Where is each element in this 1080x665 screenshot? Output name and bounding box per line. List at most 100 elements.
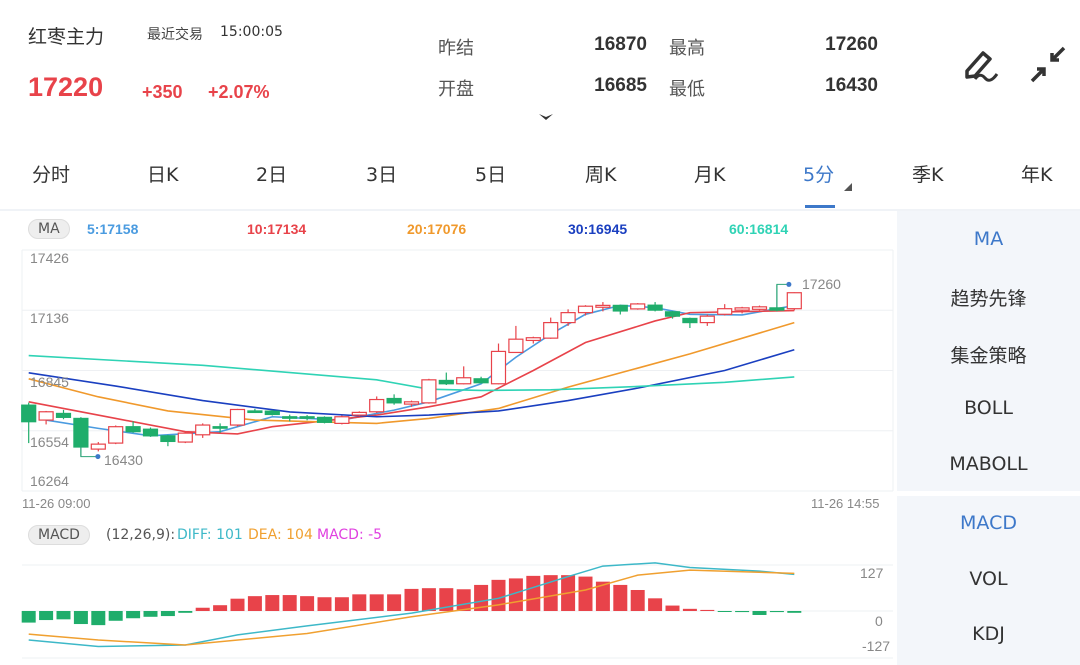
y-tick: 17136	[30, 310, 69, 326]
macd-bar	[665, 605, 680, 611]
candle-body	[751, 306, 768, 310]
period-tabs: 分时 日K 2日 3日 5日 周K 月K 5分 季K 年K	[0, 150, 1080, 208]
diff-value: DIFF: 101	[177, 527, 243, 543]
macd-bar	[474, 584, 489, 611]
collapse-icon[interactable]	[1028, 45, 1068, 85]
candle-body	[490, 350, 507, 385]
candle-body	[699, 315, 715, 324]
macd-y-tick: 0	[875, 613, 883, 629]
macd-y-tick: 127	[860, 565, 884, 581]
ma10-value: 10:17134	[247, 221, 307, 237]
macd-bar	[387, 594, 402, 611]
indicator-maboll[interactable]: MABOLL	[949, 453, 1028, 475]
macd-bar	[21, 611, 36, 623]
dropdown-triangle-icon[interactable]	[844, 183, 853, 192]
candle-body	[90, 443, 106, 450]
candle-body	[247, 410, 263, 414]
macd-bar	[648, 598, 663, 611]
candle-body	[595, 304, 611, 308]
tab-5day[interactable]: 5日	[475, 164, 507, 186]
tab-timeshare[interactable]: 分时	[32, 164, 71, 186]
ma60-value: 60:16814	[729, 221, 789, 237]
candle-body	[386, 397, 402, 404]
candle-body	[786, 292, 802, 310]
macd-bar	[735, 611, 750, 613]
y-tick: 16845	[30, 374, 69, 390]
macd-bar	[108, 611, 123, 621]
tab-monthly[interactable]: 月K	[694, 164, 726, 186]
candle-body	[508, 338, 524, 354]
tab-3day[interactable]: 3日	[366, 164, 398, 186]
candle-body	[421, 379, 437, 404]
candle-body	[125, 426, 141, 433]
dea-line	[28, 569, 795, 646]
low-marker-line	[80, 447, 98, 458]
x-start-label: 11-26 09:00	[22, 496, 91, 511]
candle-body	[21, 404, 37, 423]
ma30-value: 30:16945	[568, 221, 628, 237]
macd-params: (12,26,9):	[106, 527, 176, 543]
macd-bar	[595, 581, 610, 611]
macd-bar	[160, 611, 175, 617]
tab-2day[interactable]: 2日	[256, 164, 288, 186]
ma-indicator-button[interactable]: MA	[28, 219, 70, 239]
candle-body	[195, 424, 211, 436]
quote-value-prev-settle: 16870	[594, 34, 647, 55]
high-marker-label: 17260	[802, 276, 841, 292]
candle-body	[334, 416, 350, 424]
low-marker-label: 16430	[104, 452, 143, 468]
macd-indicator-button[interactable]: MACD	[28, 525, 90, 545]
candle-body	[160, 435, 176, 443]
draw-icon[interactable]	[963, 45, 1003, 85]
indicator-vol[interactable]: VOL	[969, 568, 1008, 590]
tab-5min[interactable]: 5分	[803, 164, 835, 186]
candle-body	[55, 412, 72, 418]
ma5-value: 5:17158	[87, 221, 139, 237]
tab-weekly[interactable]: 周K	[585, 164, 617, 186]
macd-bar	[369, 594, 384, 611]
indicator-strategy[interactable]: 集金策略	[950, 345, 1027, 367]
macd-bar	[91, 611, 106, 626]
candle-body	[630, 303, 646, 310]
macd-bar	[613, 584, 628, 611]
indicator-trend-pioneer[interactable]: 趋势先锋	[950, 288, 1027, 310]
macd-bar	[717, 611, 732, 612]
indicator-boll[interactable]: BOLL	[964, 397, 1013, 419]
macd-bar	[700, 609, 715, 611]
quote-value-open: 16685	[594, 75, 647, 96]
y-tick: 17426	[30, 250, 69, 266]
quote-label-prev-settle: 昨结	[438, 38, 474, 59]
macd-bar	[178, 611, 193, 613]
quote-label-low: 最低	[669, 79, 705, 100]
candle-body	[717, 308, 733, 315]
price-change: +350	[142, 82, 183, 102]
trade-time: 15:00:05	[220, 24, 283, 40]
macd-bar	[73, 611, 88, 625]
macd-bar	[404, 588, 419, 611]
macd-bar	[491, 579, 506, 611]
price-change-pct: +2.07%	[208, 82, 270, 102]
candle-body	[351, 411, 367, 416]
quote-value-high: 17260	[825, 34, 878, 55]
candle-body	[369, 398, 385, 413]
high-marker-dot	[786, 281, 792, 287]
candle-body	[282, 416, 298, 419]
indicator-macd[interactable]: MACD	[960, 512, 1017, 534]
indicator-ma[interactable]: MA	[973, 228, 1004, 250]
tab-daily[interactable]: 日K	[147, 164, 179, 186]
macd-bar	[352, 594, 367, 611]
tab-yearly[interactable]: 年K	[1021, 164, 1053, 186]
macd-bar	[543, 575, 558, 611]
candle-body	[108, 426, 124, 444]
indicator-kdj[interactable]: KDJ	[972, 623, 1005, 645]
macd-bar	[282, 595, 297, 611]
instrument-name: 红枣主力	[28, 26, 105, 48]
sub-indicator-panel: MACD VOL KDJ	[897, 496, 1080, 665]
chevron-down-icon[interactable]	[538, 112, 554, 122]
candle-body	[769, 307, 785, 311]
low-marker-dot	[95, 454, 101, 460]
tab-quarterly[interactable]: 季K	[912, 164, 944, 186]
candle-body	[525, 337, 541, 342]
macd-y-tick: -127	[862, 638, 891, 654]
